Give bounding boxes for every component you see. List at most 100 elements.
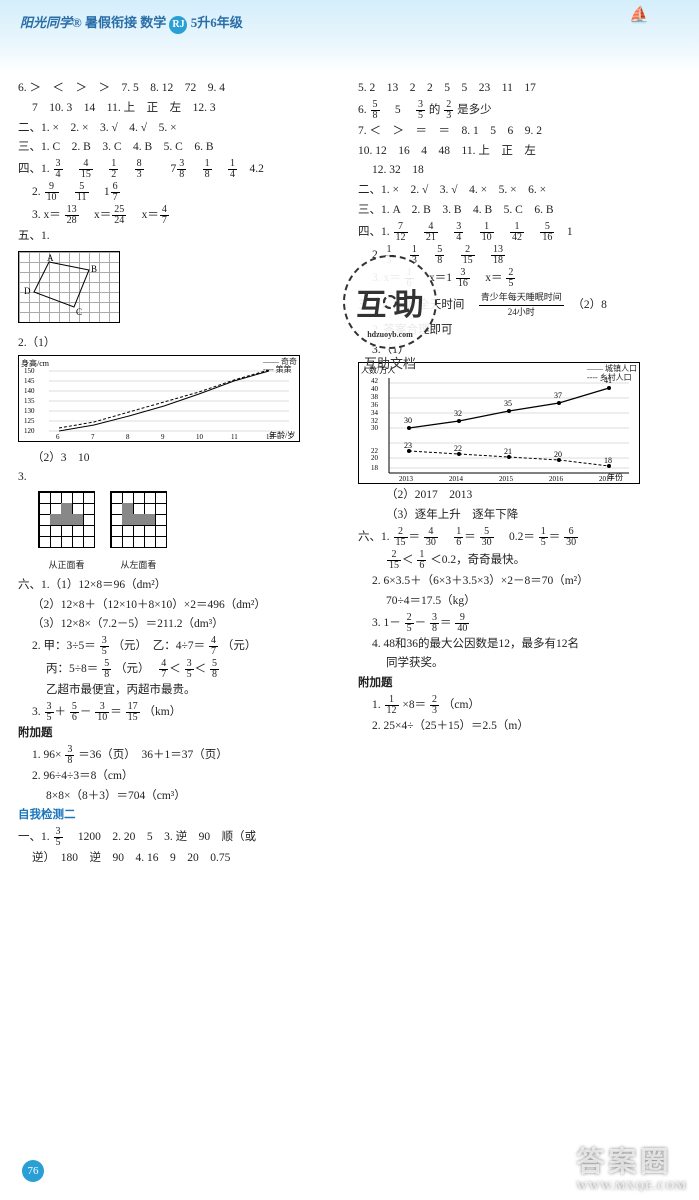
text: 四、1. 34 415 12 83 738 18 14 4.2: [18, 159, 348, 180]
frac: 56: [70, 702, 79, 723]
text: （3）12×8×（7.2－5）＝211.2（dm³）: [18, 616, 348, 634]
frac: 23: [444, 100, 453, 121]
frac: 35: [45, 702, 54, 723]
text: 12. 32 18: [358, 162, 688, 180]
t: 1. 96×: [32, 749, 62, 761]
frac: 15: [539, 527, 548, 548]
t: ×8＝: [402, 699, 426, 711]
svg-text:20: 20: [554, 450, 562, 459]
caption: 从左面看: [120, 560, 156, 570]
frac: 23: [430, 695, 439, 716]
text: 二、1. × 2. √ 3. √ 4. × 5. × 6. ×: [358, 182, 688, 200]
view-grids: 从正面看 从左面看: [18, 489, 348, 575]
svg-text:140: 140: [24, 387, 35, 395]
text: 四、1. 712 421 34 110 142 516 1: [358, 222, 688, 243]
svg-text:30: 30: [404, 416, 412, 425]
frac: 12: [109, 159, 118, 180]
frac: 1318: [491, 245, 505, 266]
svg-text:18: 18: [604, 456, 612, 465]
t: （cm）: [443, 699, 480, 711]
t: 1200 2. 20 5 3. 逆 90 顺（或: [66, 831, 256, 843]
svg-text:32: 32: [454, 409, 462, 418]
t: （km）: [144, 706, 182, 718]
t: ＝36（页） 36＋1＝37（页）: [78, 749, 228, 761]
svg-text:40: 40: [371, 385, 379, 393]
frac: 1328: [65, 205, 79, 226]
text: 215＜ 16 ＜0.2，奇奇最快。: [358, 550, 688, 571]
page-header: 阳光同学® 暑假衔接 数学 RJ 5升6年级 ⛵: [0, 0, 699, 72]
section: 附加题: [18, 725, 348, 743]
t: 是多少: [457, 104, 492, 116]
height-line-chart: —— 奇奇 ---- 策策 身高/cm 年龄/岁 120 125 130 1: [18, 355, 300, 442]
frac: 630: [564, 527, 578, 548]
text: 6. ＞ ＜ ＞ ＞ 7. 5 8. 12 72 9. 4: [18, 80, 348, 98]
frac: 16: [417, 550, 426, 571]
polygon-abcd: A B C D: [19, 252, 119, 322]
text: 3.: [18, 469, 348, 487]
t: 3. x＝: [32, 209, 61, 221]
text: 8×8×（8＋3）＝704（cm³）: [18, 788, 348, 806]
t: 四、1.: [358, 226, 393, 238]
text: 1. 112 ×8＝ 23 （cm）: [358, 695, 688, 716]
frac: 215: [461, 245, 475, 266]
stamp-main: 互 助: [356, 280, 424, 324]
svg-text:120: 120: [24, 427, 35, 435]
svg-text:20: 20: [371, 454, 379, 462]
frac: 25: [506, 268, 515, 289]
t: 3.: [32, 706, 44, 718]
frac: 430: [424, 527, 438, 548]
svg-text:A: A: [47, 253, 54, 263]
caption: 从正面看: [48, 560, 84, 570]
svg-text:2013: 2013: [399, 475, 414, 483]
t: 四、1.: [18, 163, 53, 175]
text: 2. 6×3.5＋（6×3＋3.5×3）×2－8＝70（m²）: [358, 573, 688, 591]
t: 丙：5÷8＝: [46, 663, 98, 675]
t: 24小时: [508, 307, 535, 317]
text: 10. 12 16 4 48 11. 上 正 左: [358, 143, 688, 161]
text: 3. 35＋ 56－ 310＝ 1715 （km）: [18, 702, 348, 723]
text: 70÷4＝17.5（kg）: [358, 593, 688, 611]
t: 5: [383, 104, 412, 116]
svg-text:37: 37: [554, 391, 562, 400]
frac: 16: [454, 527, 463, 548]
text: 2. 96÷4÷3＝8（cm）: [18, 768, 348, 786]
wm-big: 答案圈: [576, 1147, 672, 1178]
frac: 58: [102, 659, 111, 680]
t: （2）8: [567, 299, 607, 311]
frac: 67: [111, 182, 120, 203]
frac: 910: [45, 182, 59, 203]
frac: 2524: [112, 205, 126, 226]
text: 三、1. A 2. B 3. B 4. B 5. C 6. B: [358, 202, 688, 220]
frac: 35: [54, 827, 63, 848]
frac: 58: [210, 659, 219, 680]
stamp-sub: 互助文档: [330, 353, 450, 372]
t: （元）: [115, 663, 155, 675]
svg-text:35: 35: [504, 399, 512, 408]
text: 4. 48和36的最大公因数是12，最多有12名: [358, 636, 688, 654]
frac: 38: [65, 745, 74, 766]
page: 阳光同学® 暑假衔接 数学 RJ 5升6年级 ⛵ 互 助 hdzuoyb.com…: [0, 0, 699, 1200]
frac: 58: [371, 100, 380, 121]
frac: 18: [203, 159, 212, 180]
svg-text:2017: 2017: [599, 475, 614, 483]
text: 五、1.: [18, 228, 348, 246]
frac: 1715: [126, 702, 140, 723]
frac: 316: [456, 268, 470, 289]
t: 一、1.: [18, 831, 53, 843]
legend: —— 城镇人口 ---- 乡村人口: [587, 365, 637, 383]
series-badge: RJ: [169, 16, 187, 34]
t: 2. 甲：3÷5＝: [32, 640, 96, 652]
text: 三、1. C 2. B 3. C 4. B 5. C 6. B: [18, 139, 348, 157]
svg-text:36: 36: [371, 401, 379, 409]
t: 的: [429, 104, 441, 116]
frac: 142: [510, 222, 524, 243]
frac: 940: [455, 613, 469, 634]
t: 2.: [32, 186, 44, 198]
text: 2. 25×4÷（25＋15）＝2.5（m）: [358, 718, 688, 736]
text: 7. ＜ ＞ ＝ ＝ 8. 1 5 6 9. 2: [358, 123, 688, 141]
wm-small: WWW.MXQE.COM: [576, 1180, 687, 1192]
svg-text:12: 12: [266, 433, 274, 441]
text: （2）2017 2013: [358, 487, 688, 505]
frac: 215: [387, 550, 401, 571]
left-view: [110, 491, 167, 548]
